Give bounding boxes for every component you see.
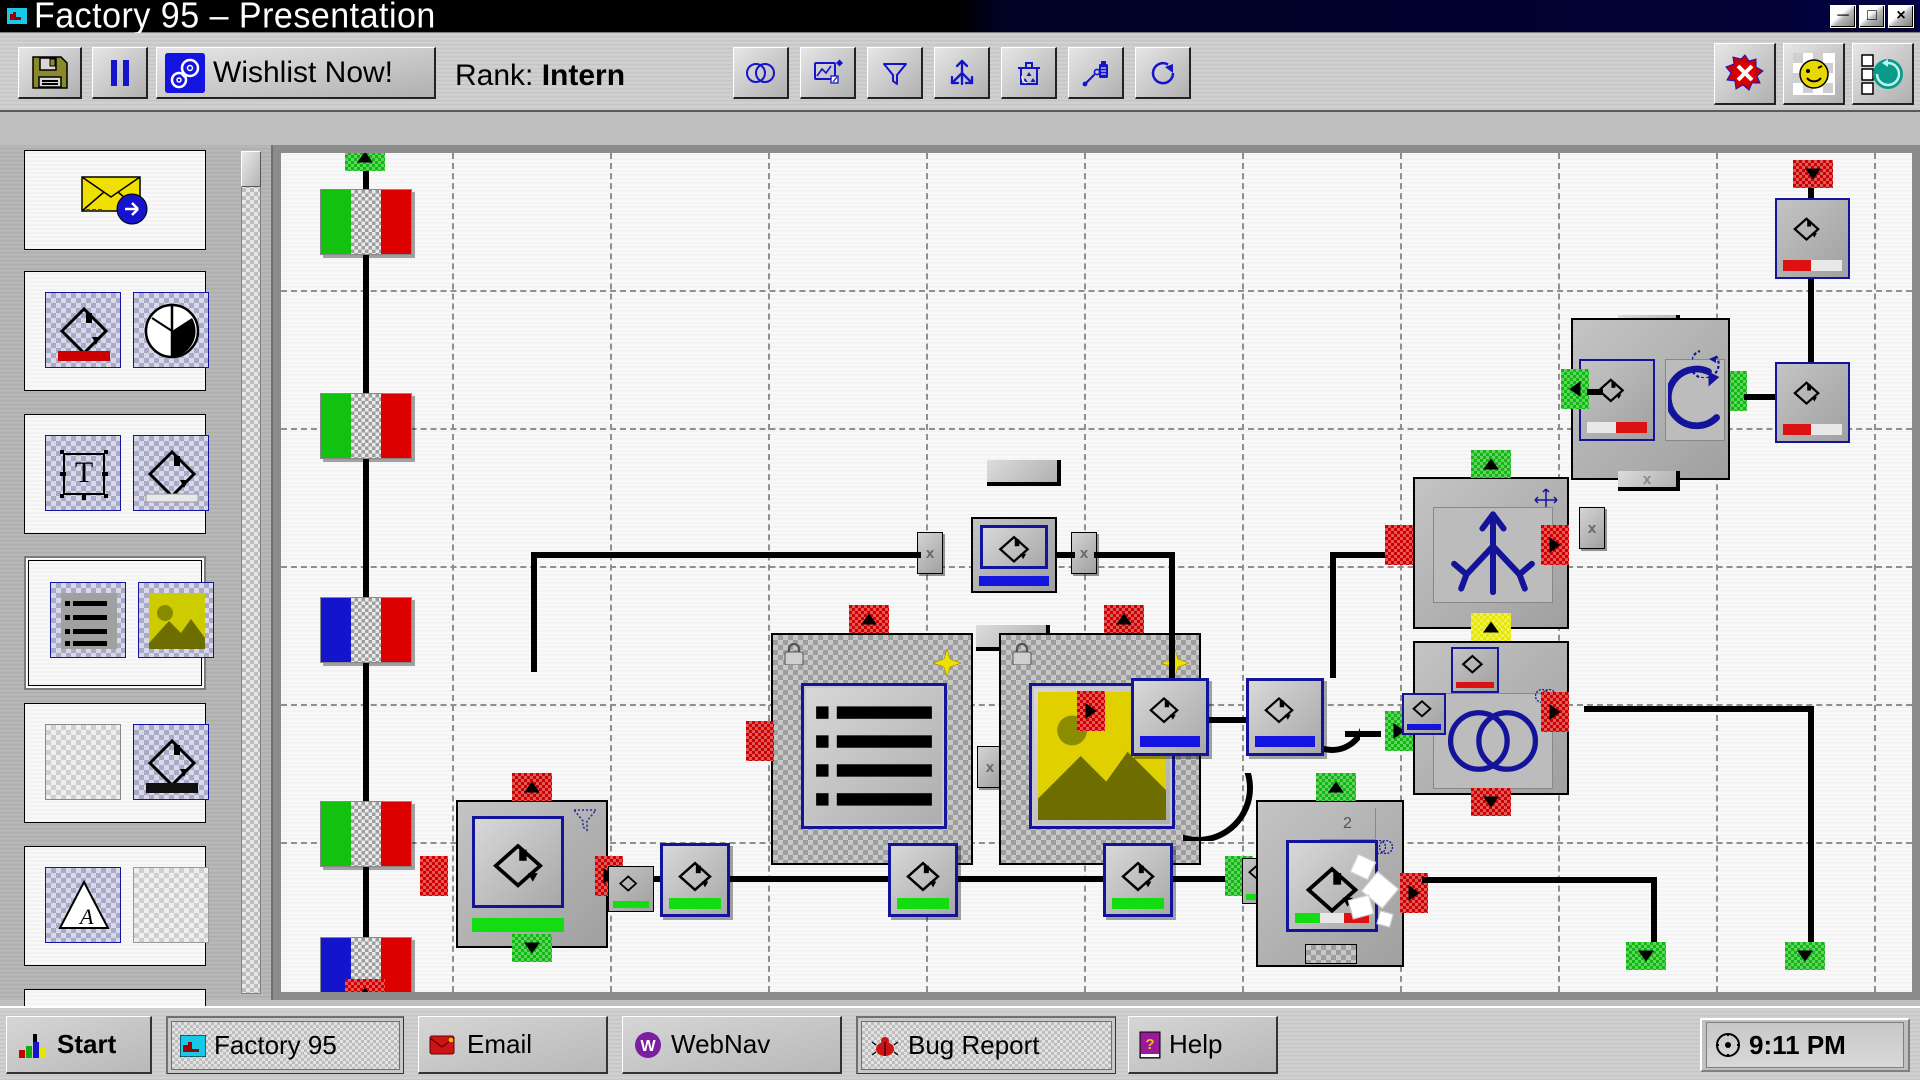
svg-text:W: W [640, 1038, 656, 1055]
svg-text:?: ? [1145, 1036, 1154, 1053]
svg-text:A: A [78, 904, 94, 929]
svg-text:T: T [75, 456, 93, 489]
